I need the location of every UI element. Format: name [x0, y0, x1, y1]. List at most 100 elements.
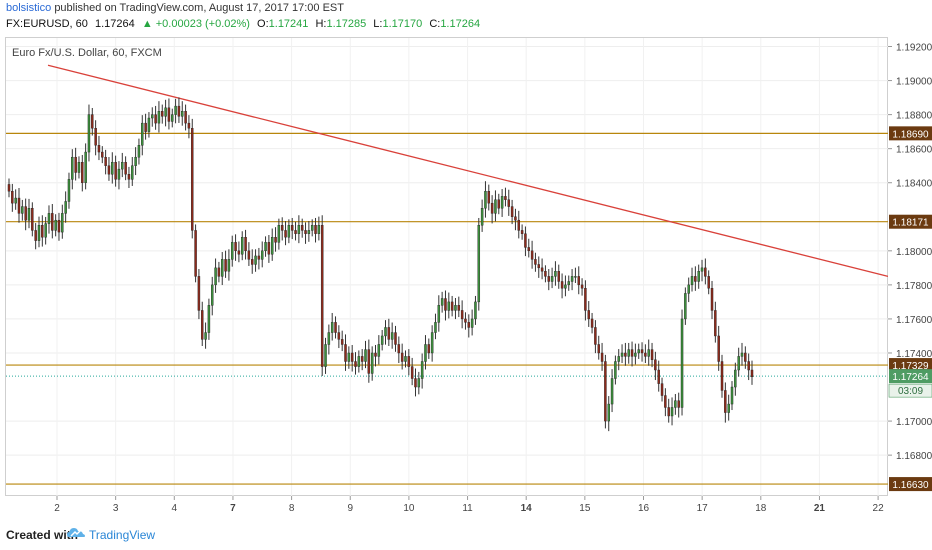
- candle-body: [640, 349, 644, 354]
- candle-body: [330, 322, 334, 333]
- candle-body: [254, 255, 257, 265]
- candle-body: [280, 225, 284, 231]
- candle-body: [600, 352, 604, 362]
- candle-body: [44, 223, 47, 238]
- candle-body: [300, 225, 304, 231]
- candle-body: [317, 225, 321, 234]
- candle-body: [11, 191, 14, 204]
- candle-body: [394, 332, 397, 345]
- candle-body: [607, 403, 610, 422]
- candle-body: [54, 219, 57, 231]
- candle-body: [47, 213, 51, 224]
- candle-body: [597, 344, 600, 354]
- candle-body: [610, 378, 614, 405]
- candle-body: [574, 276, 577, 278]
- ohlc-legend: FX:EURUSD, 60 1.17264 ▲ +0.00023 (+0.02%…: [6, 18, 480, 30]
- candle-body: [380, 335, 384, 345]
- candle-body: [237, 250, 241, 255]
- candle-body: [657, 369, 660, 384]
- price-axis[interactable]: 1.19200 1.19000 1.18800 1.18600 1.18400 1.180…: [888, 38, 932, 496]
- candle-body: [430, 332, 434, 354]
- candle-body: [187, 122, 191, 129]
- candle-body: [91, 114, 94, 129]
- candle-body: [564, 284, 567, 289]
- candle-body: [94, 128, 97, 146]
- candle-body: [337, 332, 341, 340]
- symbol-label[interactable]: FX:EURUSD, 60: [6, 18, 88, 30]
- candle-body: [497, 199, 501, 209]
- price-chart[interactable]: 1.19200 1.19000 1.18800 1.18600 1.18400 1.180…: [0, 0, 932, 520]
- candle-body: [307, 230, 311, 234]
- candle-body: [41, 225, 44, 238]
- candle-body: [487, 191, 491, 204]
- candle-body: [624, 352, 627, 357]
- candle-body: [614, 361, 617, 379]
- candle-body: [34, 230, 37, 241]
- candle-body: [474, 301, 477, 320]
- candle-body: [360, 356, 364, 362]
- candle-body: [437, 305, 441, 323]
- created-with-label: Created with: [6, 528, 79, 542]
- candle-body: [137, 145, 141, 158]
- candle-body: [570, 276, 574, 282]
- trendline: [47, 64, 889, 277]
- candle-body: [420, 361, 424, 379]
- candle-body: [587, 310, 590, 320]
- candle-body: [450, 301, 454, 311]
- candle-body: [224, 259, 227, 272]
- candle-body: [164, 107, 167, 117]
- candle-body: [77, 162, 81, 173]
- candle-body: [504, 196, 507, 200]
- candle-body: [670, 407, 674, 417]
- candle-body: [257, 255, 261, 260]
- candle-body: [674, 400, 677, 408]
- time-tick-label: 8: [289, 503, 295, 514]
- candle-body: [400, 352, 404, 362]
- candle-body: [117, 168, 121, 180]
- candle-body: [204, 332, 207, 340]
- candle-body: [147, 117, 151, 132]
- candle-body: [27, 208, 31, 221]
- price-tick-label: 1.19200: [896, 43, 932, 54]
- time-tick-label: 21: [814, 503, 826, 514]
- time-tick-label: 16: [638, 503, 650, 514]
- candle-body: [617, 356, 620, 362]
- grid-lines: [6, 38, 888, 496]
- candle-body: [590, 318, 594, 328]
- chart-header: bolsistico published on TradingView.com,…: [0, 0, 932, 36]
- candle-body: [507, 199, 511, 207]
- time-tick-label: 14: [521, 503, 533, 514]
- tradingview-brand[interactable]: TradingView: [89, 528, 156, 542]
- candle-body: [350, 352, 354, 362]
- candle-body: [500, 196, 504, 209]
- candle-body: [730, 386, 734, 405]
- candle-body: [707, 276, 710, 289]
- time-tick-label: 15: [579, 503, 591, 514]
- author-link[interactable]: bolsistico: [6, 2, 52, 14]
- candle-body: [554, 271, 557, 277]
- level-badge: [889, 477, 932, 492]
- candle-body: [114, 162, 117, 180]
- candle-body: [464, 318, 467, 323]
- candle-body: [647, 349, 650, 357]
- candle-body: [714, 310, 717, 337]
- candle-body: [111, 162, 114, 175]
- candle-body: [234, 242, 237, 252]
- candle-body: [544, 271, 547, 277]
- candle-body: [694, 276, 697, 282]
- time-axis[interactable]: 2 3 4 7 8 9 10 11 14 15 16 17 18 21 22: [54, 496, 884, 514]
- countdown-badge: [888, 383, 932, 398]
- candle-body: [334, 322, 337, 333]
- tradingview-logo-icon[interactable]: [66, 525, 86, 541]
- candle-body: [17, 197, 21, 214]
- price-tick-label: 1.17000: [896, 417, 932, 428]
- candle-body: [297, 225, 301, 234]
- price-tick-label: 1.17800: [896, 281, 932, 292]
- candle-body: [181, 111, 184, 117]
- candle-body: [310, 225, 314, 231]
- candle-body: [527, 247, 530, 252]
- trendline-layer[interactable]: [47, 64, 889, 277]
- candle-body: [247, 250, 251, 260]
- horizontal-levels[interactable]: [6, 132, 888, 485]
- countdown-label: 03:09: [898, 386, 923, 397]
